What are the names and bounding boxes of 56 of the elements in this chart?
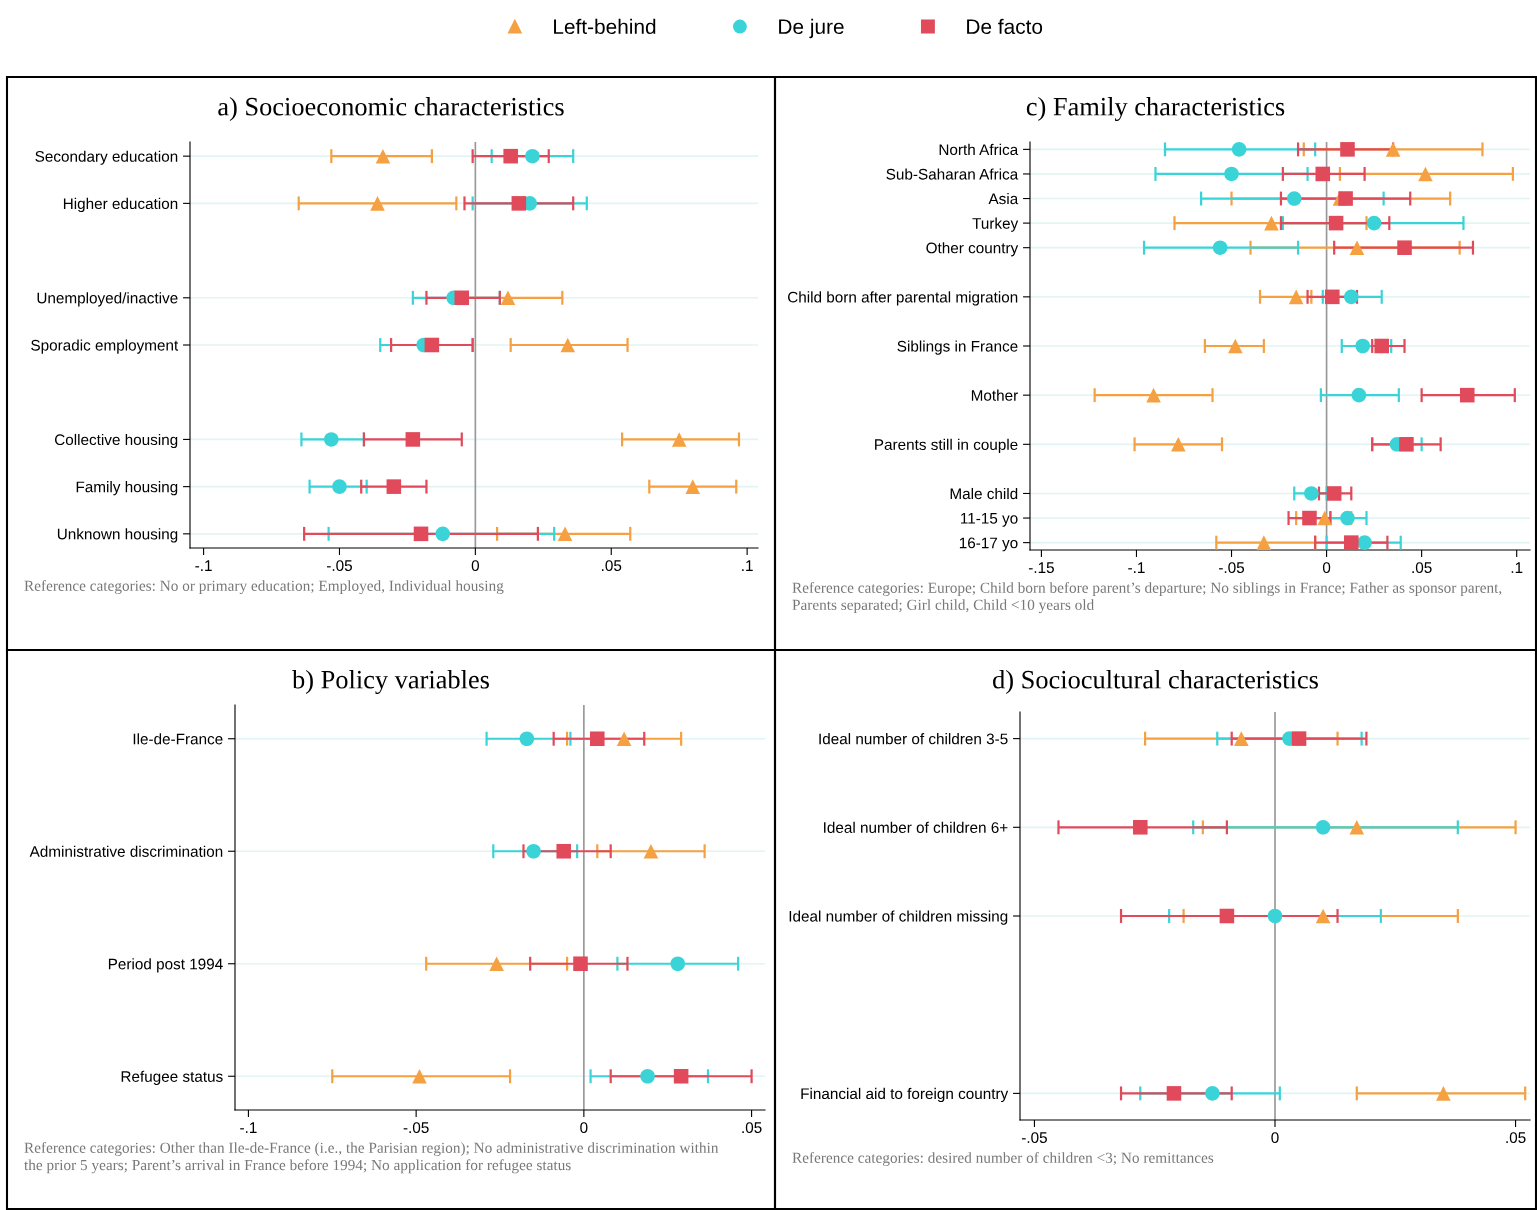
x-tick-label: 0: [471, 560, 480, 572]
y-tick-label: North Africa: [939, 143, 1019, 156]
y-tick-label: Child born after parental migration: [788, 291, 1018, 306]
x-tick-label: -.05: [1219, 562, 1245, 574]
y-tick-label: Refugee status: [121, 1070, 223, 1085]
legend-label: Left-behind: [554, 18, 656, 35]
y-tick-label: Financial aid to foreign country: [801, 1087, 1009, 1103]
y-tick-label: Family housing: [76, 481, 178, 496]
chart-title: a) Socioeconomic characteristics: [218, 97, 564, 121]
x-tick-label: .05: [1506, 1132, 1526, 1144]
y-tick-label: Higher education: [63, 197, 178, 213]
y-tick-label: Ideal number of children 6+: [824, 821, 1008, 833]
x-tick-label: .05: [742, 1122, 762, 1134]
y-tick-label: 16-17 yo: [959, 537, 1018, 552]
x-tick-label: -.05: [1021, 1132, 1047, 1144]
y-tick-label: Parents still in couple: [875, 438, 1018, 454]
text: Reference categories: Europe; Child born before parent’s departure; No siblings in France; Father as sponsor parent, Parents separated; Girl child, Child <10 years old: [792, 582, 1502, 614]
x-tick-label: -.15: [1028, 562, 1054, 574]
y-tick-label: Ideal number of children 3-5: [819, 733, 1008, 745]
y-tick-label: Secondary education: [35, 150, 178, 165]
text: Reference categories: No or primary education; Employed, Individual housing: [24, 580, 504, 595]
chart-title: b) Policy variables: [292, 670, 489, 694]
y-tick-label: 11-15 yo: [961, 513, 1018, 527]
chart-title: d) Sociocultural characteristics: [993, 670, 1318, 694]
text: Reference categories: desired number of children <3; No remittances: [792, 1152, 1214, 1167]
y-tick-label: Sporadic employment: [31, 339, 179, 354]
x-tick-label: 0: [1271, 1132, 1279, 1144]
y-tick-label: Sub-Saharan Africa: [886, 168, 1019, 180]
x-tick-label: -.1: [195, 560, 212, 571]
legend-label: De jure: [779, 18, 844, 39]
x-tick-label: -.1: [1128, 562, 1145, 573]
y-tick-label: Other country: [926, 242, 1019, 257]
y-tick-label: Mother: [971, 389, 1018, 401]
x-tick-label: 0: [580, 1122, 588, 1134]
x-tick-label: -.05: [403, 1122, 429, 1134]
y-tick-label: Male child: [950, 487, 1018, 500]
x-tick-label: .05: [602, 560, 622, 572]
y-tick-label: Turkey: [972, 217, 1019, 232]
y-tick-label: Administrative discrimination: [29, 845, 223, 857]
x-tick-label: .05: [1412, 562, 1432, 574]
x-tick-label: -.1: [240, 1122, 257, 1133]
x-tick-label: 0: [1322, 562, 1331, 574]
y-tick-label: Period post 1994: [108, 958, 223, 973]
x-tick-label: .1: [1511, 562, 1523, 573]
chart-title: c) Family characteristics: [1026, 97, 1285, 121]
y-tick-label: Collective housing: [54, 433, 178, 449]
x-tick-label: .1: [742, 560, 753, 571]
y-tick-label: Ile-de-France: [133, 733, 223, 745]
text: Reference categories: Other than Ile-de-France (i.e., the Parisian region); No administrative discrimination within the prior 5 years; Parent’s arrival in France before 1994; No application for refugee status: [24, 1142, 719, 1174]
x-tick-label: -.05: [326, 560, 352, 572]
y-tick-label: Unemployed/inactive: [37, 292, 178, 307]
legend-label: De facto: [967, 18, 1043, 35]
y-tick-label: Unknown housing: [57, 528, 178, 543]
y-tick-label: Siblings in France: [897, 340, 1018, 355]
y-tick-label: Asia: [988, 192, 1019, 205]
y-tick-label: Ideal number of children missing: [789, 910, 1008, 925]
